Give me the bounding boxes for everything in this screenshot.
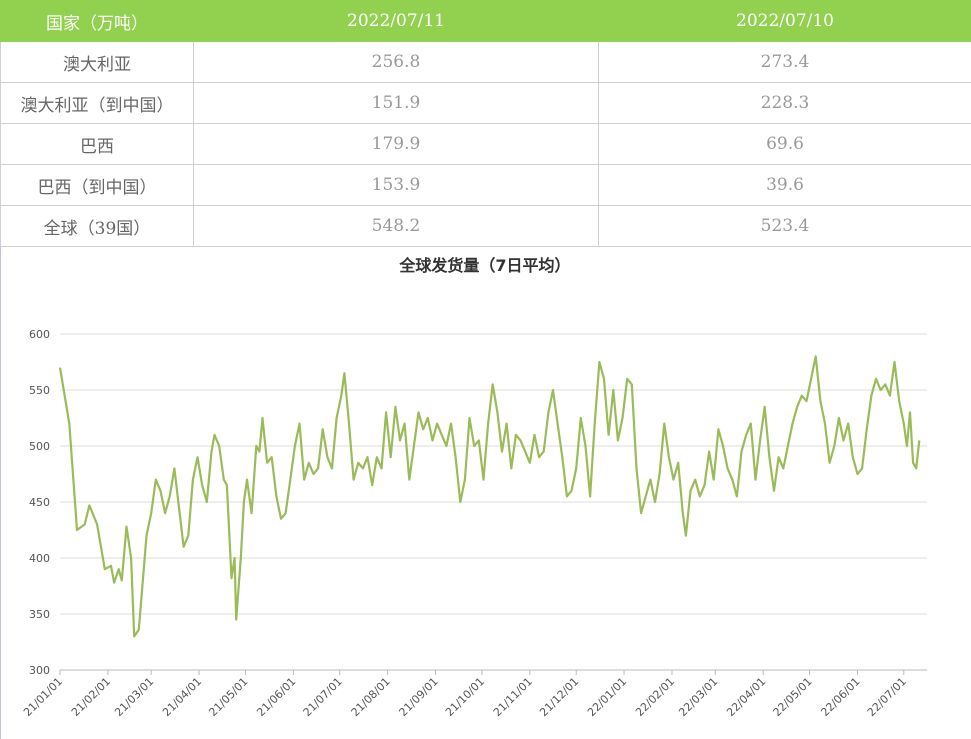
line-series (58, 355, 921, 638)
value-cell: 228.3 (598, 82, 971, 124)
row: 澳大利亚 256.8 273.4 (0, 41, 971, 83)
x-tick-label: 21/07/01 (301, 675, 345, 719)
x-tick-label: 21/02/01 (69, 675, 113, 719)
x-tick-label: 21/06/01 (254, 675, 298, 719)
value-cell: 548.2 (193, 205, 599, 247)
name-cell: 澳大利亚 (0, 41, 194, 83)
header-row: 国家（万吨） 2022/07/11 2022/07/10 (0, 0, 971, 42)
y-tick-label: 450 (29, 496, 50, 509)
row: 巴西（到中国） 153.9 39.6 (0, 164, 971, 206)
value-cell: 151.9 (193, 82, 599, 124)
y-tick-label: 350 (29, 608, 50, 621)
x-tick-label: 21/04/01 (160, 675, 204, 719)
x-tick-label: 21/05/01 (206, 675, 250, 719)
value-cell: 153.9 (193, 164, 599, 206)
row: 全球（39国） 548.2 523.4 (0, 205, 971, 247)
x-tick-label: 21/03/01 (112, 675, 156, 719)
header-cell: 2022/07/10 (598, 0, 971, 42)
value-cell: 179.9 (193, 123, 599, 165)
y-tick-label: 600 (29, 328, 50, 341)
value-cell: 256.8 (193, 41, 599, 83)
x-tick-label: 21/10/01 (443, 675, 487, 719)
name-cell: 澳大利亚（到中国） (0, 82, 194, 124)
name-cell: 巴西（到中国） (0, 164, 194, 206)
name-cell: 巴西 (0, 123, 194, 165)
value-cell: 39.6 (598, 164, 971, 206)
row: 巴西 179.9 69.6 (0, 123, 971, 165)
x-tick-label: 21/08/01 (349, 675, 393, 719)
value-cell: 523.4 (598, 205, 971, 247)
x-tick-label: 22/02/01 (633, 675, 677, 719)
chart-title: 全球发货量（7日平均） (398, 256, 570, 275)
header-cell: 国家（万吨） (0, 0, 194, 42)
header-cell: 2022/07/11 (193, 0, 599, 42)
y-tick-label: 550 (29, 384, 50, 397)
row: 澳大利亚（到中国） 151.9 228.3 (0, 82, 971, 124)
x-tick-label: 21/09/01 (397, 675, 441, 719)
x-tick-label: 22/03/01 (676, 675, 720, 719)
x-tick-label: 22/01/01 (585, 675, 629, 719)
y-tick-label: 400 (29, 552, 50, 565)
x-tick-label: 22/07/01 (865, 675, 909, 719)
name-cell: 全球（39国） (0, 205, 194, 247)
chart: 全球发货量（7日平均） 300 350 400 450 500 550 600 21/01/0… (0, 247, 927, 739)
y-tick-label: 500 (29, 440, 50, 453)
value-cell: 69.6 (598, 123, 971, 165)
x-tick-label: 21/11/01 (491, 675, 535, 719)
x-tick-label: 21/12/01 (537, 675, 581, 719)
x-tick-label: 22/06/01 (818, 675, 862, 719)
x-tick-label: 22/04/01 (724, 675, 768, 719)
y-tick-label: 300 (29, 664, 50, 677)
x-tick-label: 22/05/01 (771, 675, 815, 719)
x-tick-label: 21/01/01 (21, 675, 65, 719)
value-cell: 273.4 (598, 41, 971, 83)
shipment-table: 国家（万吨） 2022/07/11 2022/07/10 澳大利亚 256.8 273.4… (0, 0, 971, 247)
